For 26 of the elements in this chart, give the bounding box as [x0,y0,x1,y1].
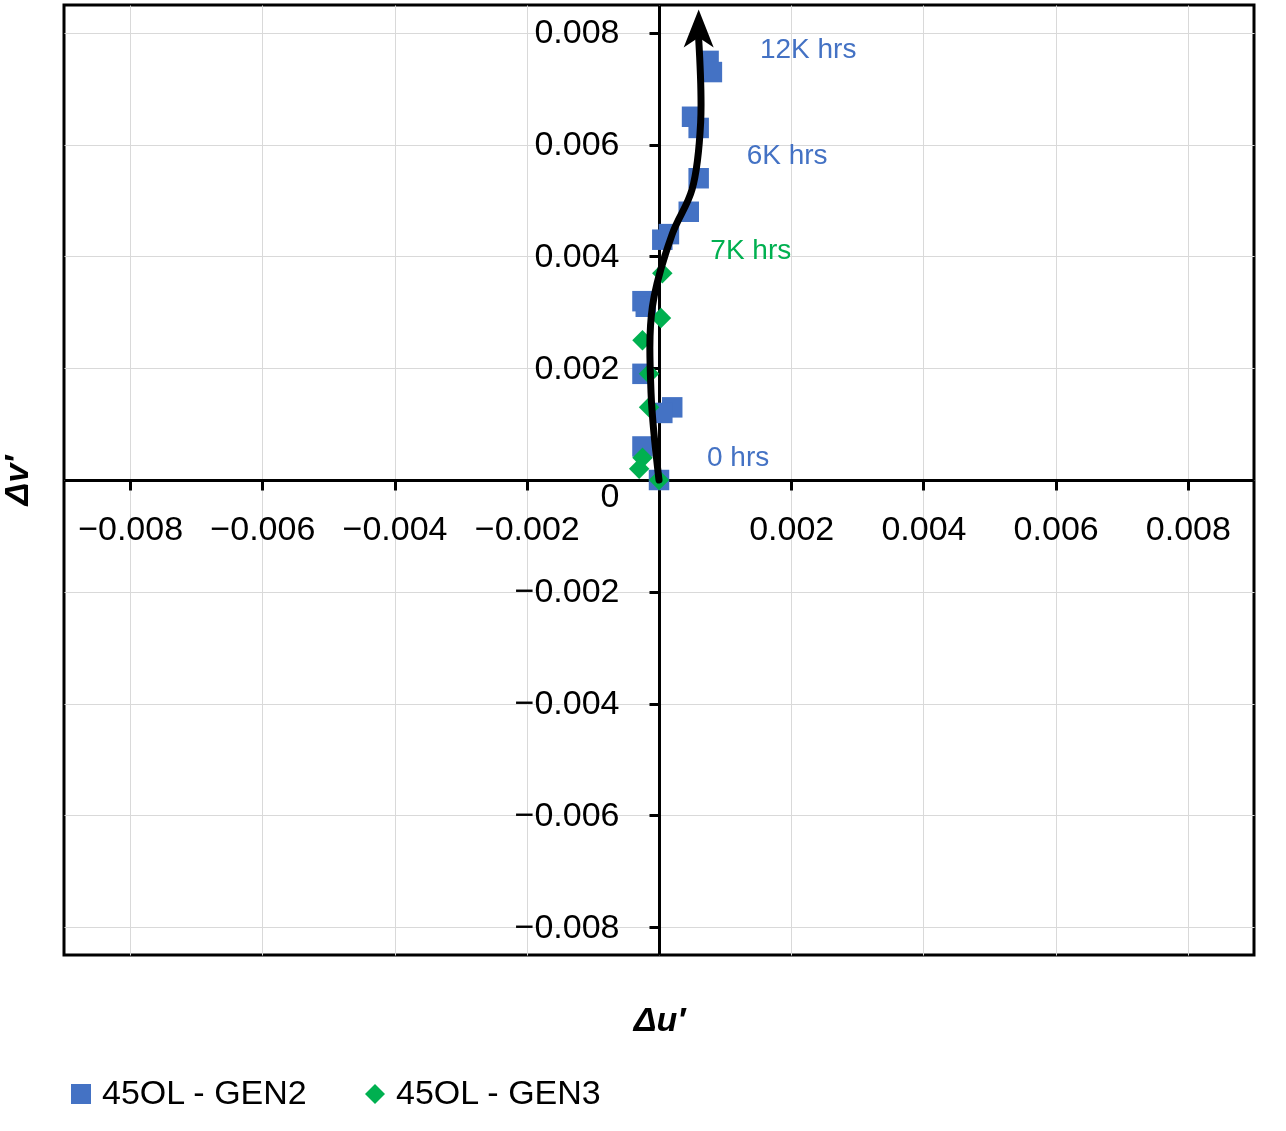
x-tick-label: 0.008 [1145,508,1231,547]
annotation: 0 hrs [707,441,770,472]
y-tick-label: 0.002 [534,347,620,386]
y-tick-label: −0.006 [514,794,620,833]
y-tick-label: −0.008 [514,906,620,945]
annotation: 7K hrs [710,234,792,266]
x-tick-label: 0.006 [1013,508,1099,547]
legend-label: 45OL - GEN3 [396,1073,601,1111]
x-tick-label: −0.008 [78,508,184,547]
x-tick-label: 0.002 [749,508,835,547]
point [628,458,650,480]
y-tick-label: −0.002 [514,571,620,610]
x-tick-label: −0.004 [342,508,448,547]
legend-label: 45OL - GEN2 [102,1073,307,1111]
x-tick-label: −0.002 [474,508,580,547]
y-axis-title: Δv′ [0,453,35,508]
x-tick-label: −0.006 [210,508,316,547]
y-tick-label: 0.008 [534,12,620,51]
y-tick-label: 0.006 [534,124,620,163]
x-tick-label: 0.004 [881,508,967,547]
y-tick-label: 0 [600,475,620,514]
annotation: 12K hrs [759,33,857,65]
y-tick-label: 0.004 [534,235,620,274]
annotation: 6K hrs [746,139,828,171]
y-tick-label: −0.004 [514,683,620,722]
x-axis-title: Δu′ [631,999,688,1038]
